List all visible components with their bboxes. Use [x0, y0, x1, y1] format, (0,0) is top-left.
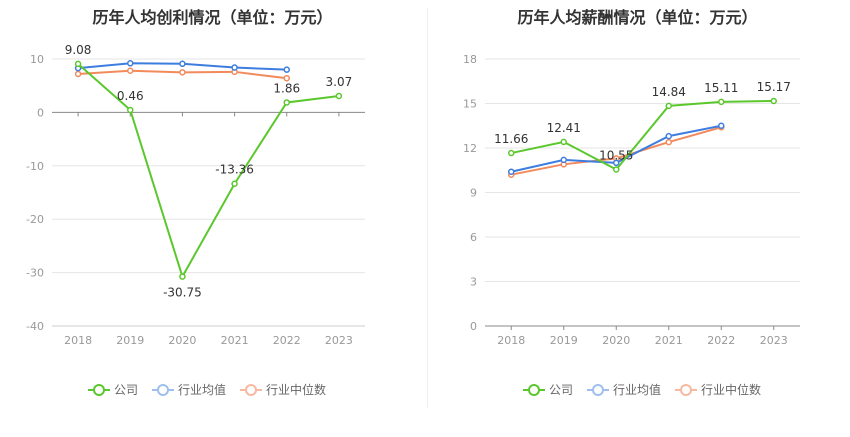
data-label: 15.17	[757, 80, 791, 94]
x-tick-label: 2023	[760, 334, 788, 347]
data-label: 9.08	[65, 43, 92, 57]
data-point	[665, 102, 672, 110]
y-tick-label: 6	[470, 231, 477, 244]
x-tick-label: 2019	[116, 334, 144, 347]
x-tick-label: 2018	[64, 334, 92, 347]
legend-marker-icon	[88, 383, 110, 396]
data-point	[560, 138, 567, 146]
chart-salary-per-capita: 历年人均薪酬情况（单位：万元） 0 3 6 9 12 15 18 2018 2019 2020 20…	[425, 0, 850, 437]
data-point	[718, 122, 725, 129]
y-tick-label: 3	[470, 276, 477, 289]
data-point	[283, 99, 290, 106]
legend-marker-icon	[675, 383, 698, 396]
legend-label: 行业中位数	[701, 383, 762, 397]
legend-marker-icon	[240, 383, 263, 396]
y-tick-label: -30	[26, 267, 44, 280]
data-label: -13.36	[215, 163, 254, 177]
x-tick-label: 2019	[550, 334, 578, 347]
legend-label: 行业均值	[178, 383, 227, 397]
series-line	[511, 99, 774, 171]
legend-item-industry-mean[interactable]: 行业均值	[152, 381, 226, 398]
data-point	[127, 67, 134, 74]
legend-item-industry-median[interactable]: 行业中位数	[675, 381, 761, 398]
data-point	[231, 64, 238, 71]
data-label: 0.46	[117, 89, 144, 103]
data-point	[770, 97, 777, 105]
data-point	[665, 138, 672, 146]
chart-title: 历年人均薪酬情况（单位：万元）	[517, 8, 758, 27]
y-tick-label: 15	[463, 98, 477, 111]
legend-item-industry-median[interactable]: 行业中位数	[240, 381, 326, 398]
data-point	[283, 66, 290, 73]
legend-item-company[interactable]: 公司	[523, 381, 573, 398]
y-tick-label: -10	[26, 160, 44, 173]
x-tick-label: 2022	[707, 334, 735, 347]
data-point	[179, 60, 186, 68]
data-point	[613, 166, 620, 173]
legend-marker-icon	[523, 383, 545, 396]
data-point	[613, 159, 620, 167]
legend-item-industry-mean[interactable]: 行业均值	[587, 381, 661, 398]
data-label: 14.84	[652, 85, 686, 99]
chart-profit-per-capita: 历年人均创利情况（单位：万元） -40 -30 -20 -10 0 10 2018 2019 2…	[26, 8, 365, 398]
y-tick-label: 18	[463, 53, 477, 66]
y-tick-label: 10	[30, 53, 44, 66]
x-tick-label: 2018	[497, 334, 525, 347]
data-label: 3.07	[326, 75, 353, 89]
legend: 公司 行业均值 行业中位数	[523, 381, 761, 398]
data-point	[508, 168, 515, 175]
data-label: -30.75	[163, 286, 202, 300]
data-point	[335, 92, 343, 100]
chart-title: 历年人均创利情况（单位：万元）	[92, 8, 333, 27]
data-point	[560, 156, 567, 164]
data-label: 11.66	[494, 132, 528, 146]
x-tick-label: 2020	[168, 334, 196, 347]
legend-label: 公司	[549, 383, 574, 397]
plot-area: -40 -30 -20 -10 0 10 2018 2019 2020 2021 2022 2023 9…	[26, 43, 365, 347]
data-point	[665, 132, 672, 140]
x-tick-label: 2021	[221, 334, 249, 347]
data-point	[127, 60, 134, 67]
data-point	[127, 106, 134, 114]
legend-marker-icon	[587, 383, 610, 396]
data-point	[179, 273, 186, 280]
data-point	[718, 98, 725, 106]
legend: 公司 行业均值 行业中位数	[88, 381, 326, 398]
data-point	[179, 69, 186, 76]
x-tick-label: 2021	[655, 334, 683, 347]
legend-label: 行业中位数	[266, 383, 327, 397]
y-tick-label: 0	[37, 106, 44, 119]
x-tick-label: 2023	[325, 334, 353, 347]
legend-label: 公司	[114, 383, 139, 397]
legend-label: 行业均值	[613, 383, 662, 397]
x-tick-label: 2020	[602, 334, 630, 347]
data-point	[74, 70, 82, 78]
data-label: 1.86	[273, 81, 300, 95]
plot-area: 0 3 6 9 12 15 18 2018 2019 2020 2021 2022 2023 11.66 1…	[463, 53, 800, 347]
legend-item-company[interactable]: 公司	[88, 381, 138, 398]
data-point	[74, 60, 82, 68]
legend-marker-icon	[152, 383, 175, 396]
data-point	[231, 180, 238, 187]
data-label: 15.11	[704, 81, 738, 95]
series-line	[77, 63, 340, 280]
data-label: 12.41	[547, 121, 581, 135]
x-tick-label: 2022	[273, 334, 301, 347]
y-tick-label: 0	[470, 320, 477, 333]
y-tick-label: 12	[463, 142, 477, 155]
data-point	[508, 149, 515, 157]
y-tick-label: -20	[26, 213, 44, 226]
data-point	[283, 74, 290, 82]
data-label: 10.55	[599, 149, 633, 163]
y-tick-label: 9	[470, 187, 477, 200]
divider	[427, 8, 428, 408]
y-tick-label: -40	[26, 320, 44, 333]
